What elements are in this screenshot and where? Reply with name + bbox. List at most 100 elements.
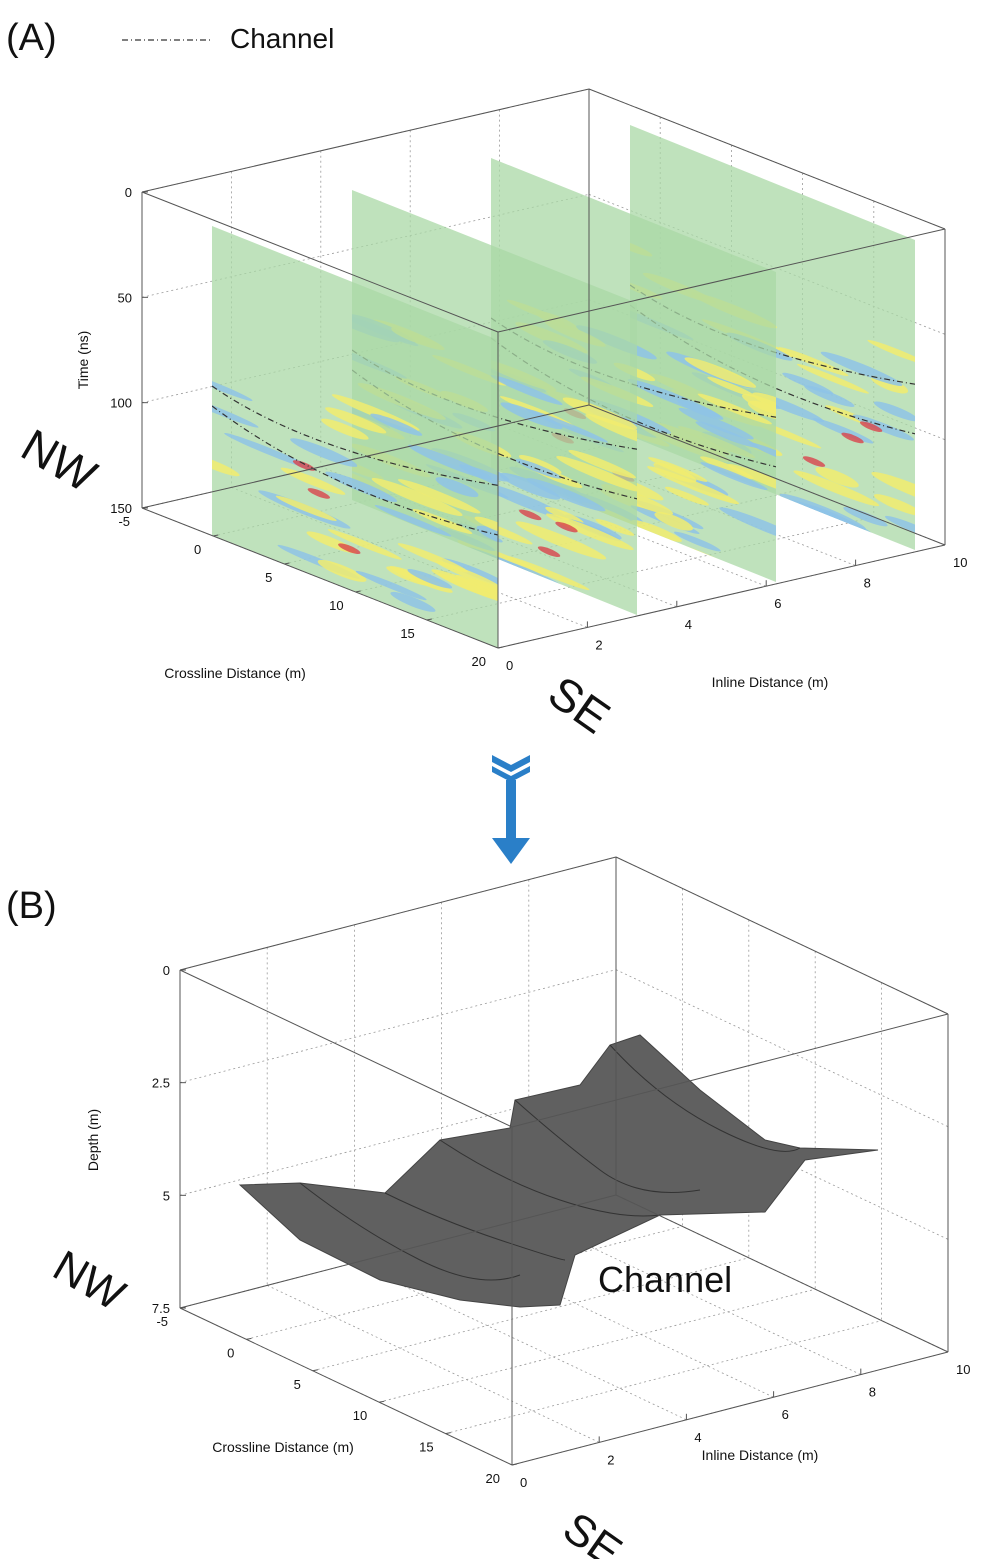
x-tick-label: 10 <box>956 1362 970 1377</box>
tick-mark <box>379 1401 384 1402</box>
reflector <box>197 603 282 646</box>
z-tick-label: 50 <box>118 290 132 305</box>
reflector <box>818 581 903 620</box>
y-tick-label: -5 <box>118 514 130 529</box>
reflector <box>863 576 933 613</box>
x-tick-label: 6 <box>774 596 781 611</box>
x-tick-label: 10 <box>953 555 967 570</box>
x-tick-label: 2 <box>595 637 602 652</box>
z-tick-label: 100 <box>110 396 132 411</box>
reflector <box>426 638 472 664</box>
reflector <box>226 608 275 635</box>
reflector <box>814 578 870 608</box>
reflector <box>194 603 266 641</box>
reflector <box>829 594 908 635</box>
tick-mark <box>498 647 503 648</box>
panel-label: (A) <box>6 17 57 59</box>
reflector <box>241 617 334 663</box>
legend-label: Channel <box>230 23 334 54</box>
reflector <box>391 673 463 710</box>
reflector <box>639 625 722 667</box>
x-tick-label: 2 <box>607 1452 614 1467</box>
reflector <box>681 594 776 640</box>
tick-mark <box>446 1433 451 1434</box>
panel-label: (B) <box>6 885 57 927</box>
reflector <box>658 609 752 653</box>
reflector <box>770 575 860 617</box>
seismic-slices <box>170 125 964 742</box>
x-axis-title: Inline Distance (m) <box>702 1447 819 1463</box>
reflector <box>505 617 580 656</box>
reflector <box>852 595 943 640</box>
z-tick-label: 0 <box>125 185 132 200</box>
direction-label: NW <box>13 419 106 503</box>
reflector <box>811 535 856 558</box>
y-axis-title: Crossline Distance (m) <box>164 665 306 681</box>
reflector <box>712 623 781 660</box>
x-tick-label: 8 <box>869 1385 876 1400</box>
box-edge <box>180 857 616 970</box>
x-axis-title: Inline Distance (m) <box>712 674 829 690</box>
box-edge <box>616 857 948 1014</box>
reflector <box>506 637 573 671</box>
x-tick-label: 4 <box>685 617 692 632</box>
x-tick-label: 0 <box>506 658 513 673</box>
reflector <box>578 616 638 646</box>
y-tick-label: 20 <box>486 1471 500 1486</box>
y-tick-label: 15 <box>419 1440 433 1455</box>
reflector <box>178 550 273 594</box>
grid-line <box>379 1289 815 1402</box>
x-tick-label: 4 <box>694 1430 701 1445</box>
z-axis-title: Time (ns) <box>75 331 91 390</box>
channel-surface <box>240 1035 878 1307</box>
box-edge <box>512 1014 948 1127</box>
reflector <box>647 544 690 569</box>
y-tick-label: 10 <box>353 1408 367 1423</box>
grid-line <box>267 1285 599 1442</box>
reflector <box>279 610 368 651</box>
tick-mark <box>512 1464 517 1465</box>
grid-line <box>180 970 616 1083</box>
y-tick-label: 5 <box>265 570 272 585</box>
reflector <box>838 623 921 663</box>
reflector <box>818 604 869 631</box>
figure: 050100150-5051015200246810Inline Distanc… <box>0 0 992 1559</box>
reflector <box>170 619 260 664</box>
y-tick-label: 5 <box>294 1377 301 1392</box>
reflector <box>210 559 274 591</box>
z-tick-label: 0 <box>163 963 170 978</box>
direction-label: SE <box>554 1503 630 1559</box>
reflector <box>314 610 399 650</box>
z-tick-label: 5 <box>163 1188 170 1203</box>
reflector <box>740 628 811 663</box>
reflector <box>865 568 931 603</box>
box-edge <box>180 970 512 1127</box>
reflector <box>463 703 515 729</box>
reflector <box>454 695 535 735</box>
reflector <box>392 692 443 719</box>
tick-mark <box>313 1370 318 1371</box>
y-tick-label: 10 <box>329 598 343 613</box>
direction-label: SE <box>539 666 619 744</box>
z-tick-label: 2.5 <box>152 1076 170 1091</box>
y-axis-title: Crossline Distance (m) <box>212 1439 354 1455</box>
y-tick-label: -5 <box>156 1314 168 1329</box>
reflector <box>292 581 335 607</box>
flow-arrow <box>492 755 530 864</box>
x-tick-label: 8 <box>864 576 871 591</box>
reflector <box>738 583 801 615</box>
direction-label: NW <box>45 1241 133 1320</box>
reflector <box>393 665 436 689</box>
z-axis-title: Depth (m) <box>85 1109 101 1171</box>
y-tick-label: 0 <box>227 1345 234 1360</box>
reflector <box>323 680 389 714</box>
x-tick-label: 0 <box>520 1475 527 1490</box>
reflector <box>390 696 481 742</box>
reflector <box>271 636 324 666</box>
reflector <box>873 579 945 614</box>
y-tick-label: 20 <box>472 654 486 669</box>
reflector <box>804 579 857 610</box>
y-tick-label: 15 <box>400 626 414 641</box>
grid-line <box>446 1321 882 1434</box>
reflector <box>800 595 874 633</box>
